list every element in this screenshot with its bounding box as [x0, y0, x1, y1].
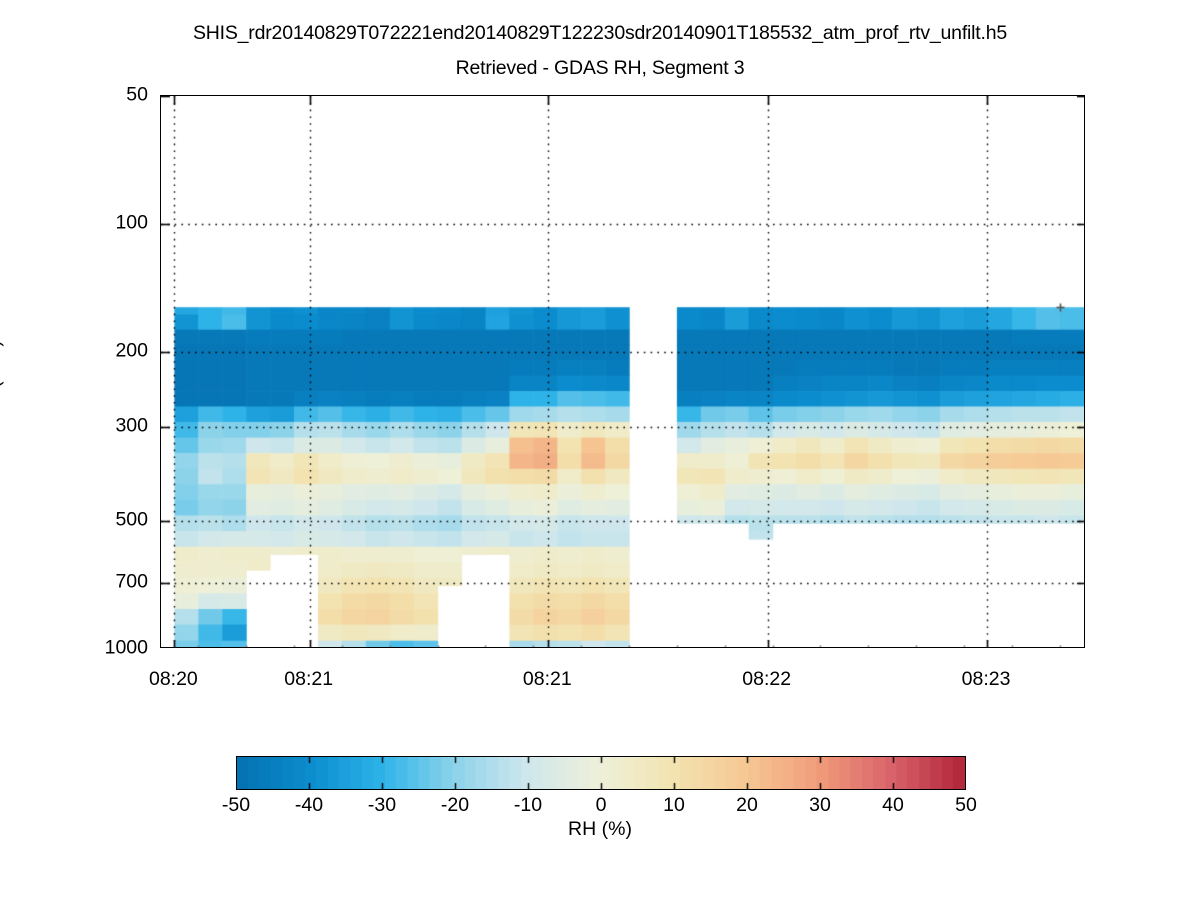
figure-title-line1: SHIS_rdr20140829T072221end20140829T12223…	[192, 22, 1008, 44]
colorbar-tick-0: 0	[595, 794, 607, 816]
colorbar-tick-30: 30	[809, 794, 831, 816]
colorbar-tick-40: 40	[882, 794, 904, 816]
y-tick-1000: 1000	[104, 636, 148, 659]
colorbar-label: RH (%)	[568, 818, 632, 840]
y-axis-label: P (hPa)	[0, 340, 5, 406]
x-tick-4: 08:23	[961, 668, 1011, 690]
y-tick-50: 50	[126, 83, 148, 106]
colorbar-tick--50: -50	[221, 794, 251, 816]
y-tick-200: 200	[115, 339, 148, 362]
colorbar	[236, 756, 966, 790]
y-tick-300: 300	[115, 414, 148, 437]
x-tick-3: 08:22	[742, 668, 792, 690]
y-tick-100: 100	[115, 211, 148, 234]
colorbar-tick-50: 50	[955, 794, 977, 816]
colorbar-tick--40: -40	[294, 794, 324, 816]
x-tick-2: 08:21	[522, 668, 572, 690]
y-tick-500: 500	[115, 508, 148, 531]
colorbar-tick--30: -30	[367, 794, 397, 816]
x-tick-0: 08:20	[148, 668, 198, 690]
y-tick-700: 700	[115, 570, 148, 593]
colorbar-tick-20: 20	[736, 794, 758, 816]
colorbar-tick-10: 10	[663, 794, 685, 816]
x-tick-1: 08:21	[284, 668, 334, 690]
colorbar-tick--10: -10	[513, 794, 543, 816]
colorbar-tick--20: -20	[440, 794, 470, 816]
figure-subtitle: Retrieved - GDAS RH, Segment 3	[455, 57, 745, 79]
